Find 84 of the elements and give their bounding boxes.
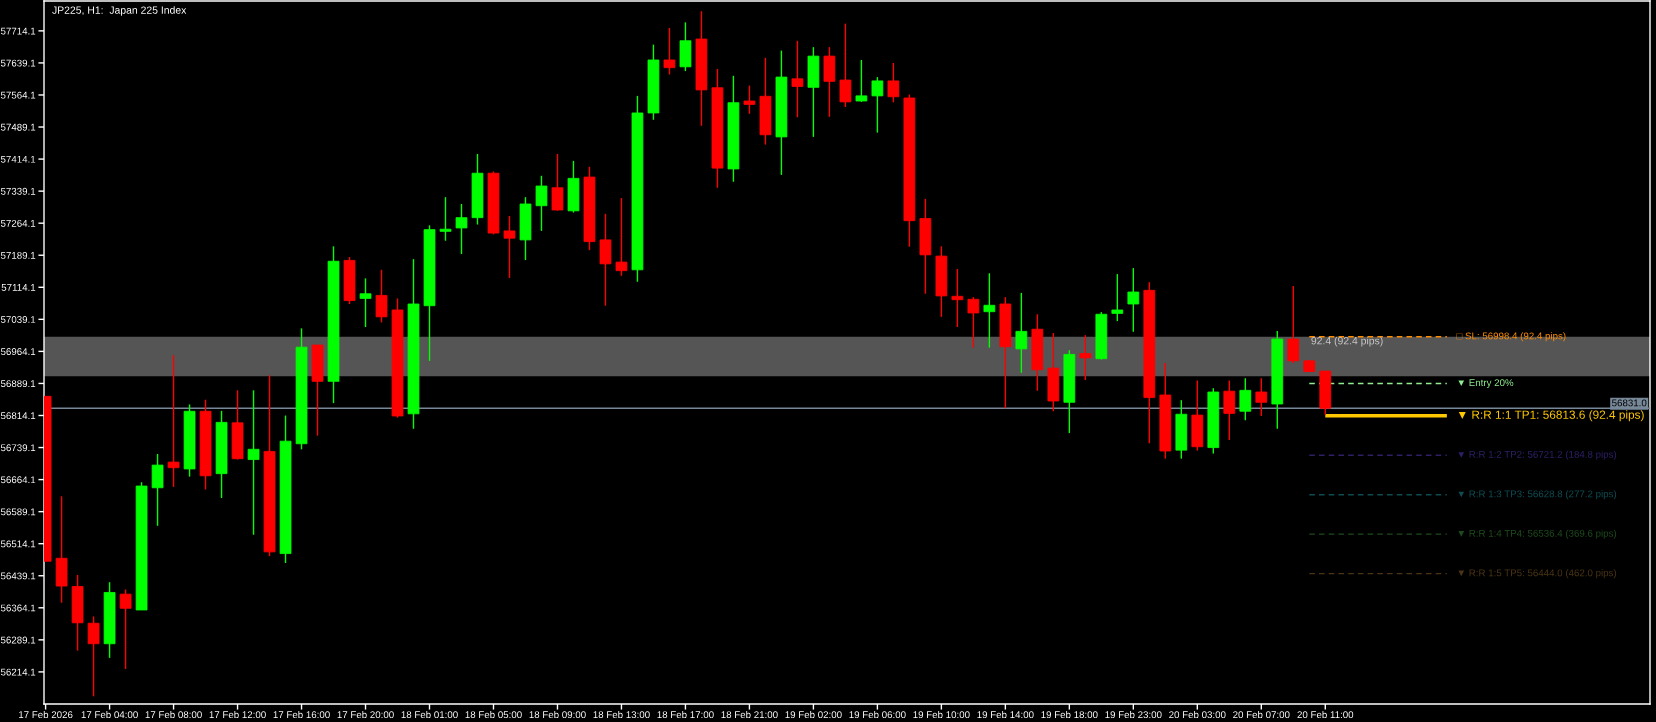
ref-line-label: 56831.0 (1612, 399, 1647, 407)
candlestick (599, 213, 612, 307)
y-tick-label: 56889.1 (0, 380, 36, 388)
ref-line-label: ▼ R:R 1:2 TP2: 56721.2 (184.8 pips) (1458, 450, 1617, 460)
ref-line-label: ▼ R:R 1:3 TP3: 56628.8 (277.2 pips) (1458, 490, 1617, 500)
y-tick-label: 56589.1 (0, 508, 36, 516)
candlestick (791, 40, 804, 118)
x-tick-label: 17 Feb 2026 (19, 710, 73, 719)
candlestick (1079, 334, 1092, 381)
candlestick (359, 277, 372, 328)
y-tick-label: 57489.1 (0, 123, 36, 131)
candlestick (503, 215, 516, 279)
y-tick-label: 57714.1 (0, 27, 36, 35)
ref-line-label: ▼ R:R 1:5 TP5: 56444.0 (462.0 pips) (1458, 569, 1617, 579)
ref-line-label: ▼ R:R 1:1 TP1: 56813.6 (92.4 pips) (1458, 410, 1644, 422)
candlestick (839, 22, 852, 108)
x-tick-label: 19 Feb 18:00 (1041, 710, 1098, 719)
y-tick-label: 57339.1 (0, 187, 36, 195)
y-tick-label: 56664.1 (0, 476, 36, 484)
candlestick (439, 196, 452, 242)
candlestick (967, 296, 980, 349)
y-tick-label: 56439.1 (0, 572, 36, 580)
x-tick-label: 19 Feb 23:00 (1105, 710, 1162, 719)
x-tick-label: 17 Feb 04:00 (81, 710, 138, 719)
x-tick-label: 19 Feb 14:00 (977, 710, 1034, 719)
x-tick-label: 18 Feb 13:00 (593, 710, 650, 719)
candlestick (119, 588, 132, 670)
ref-line-label: ▼ R:R 1:4 TP4: 56536.4 (369.6 pips) (1458, 529, 1617, 539)
candlestick (1127, 267, 1140, 333)
x-tick-label: 17 Feb 08:00 (145, 710, 202, 719)
y-tick-label: 56964.1 (0, 348, 36, 356)
candlestick (887, 62, 900, 103)
candlestick (855, 59, 868, 103)
x-tick-label: 19 Feb 02:00 (785, 710, 842, 719)
y-tick-label: 57189.1 (0, 251, 36, 259)
candlestick (615, 197, 628, 277)
y-tick-label: 57114.1 (1, 284, 36, 291)
candlestick (455, 203, 468, 255)
candlestick (151, 453, 164, 527)
y-tick-label: 57564.1 (0, 91, 36, 99)
y-tick-label: 56289.1 (0, 636, 36, 644)
y-tick-label: 56514.1 (0, 540, 36, 548)
ref-line-label: ▼ Entry 20% (1458, 379, 1514, 389)
candlestick (1255, 377, 1268, 417)
candlestick (1239, 377, 1252, 421)
ref-line-label: □ SL: 56998.4 (92.4 pips) (1456, 332, 1566, 342)
x-tick-label: 18 Feb 21:00 (721, 710, 778, 719)
candlestick (87, 615, 100, 698)
x-tick-label: 19 Feb 06:00 (849, 710, 906, 719)
candlestick (551, 153, 564, 212)
y-tick-label: 57039.1 (0, 316, 36, 323)
candlestick (247, 389, 260, 536)
x-tick-label: 18 Feb 09:00 (529, 710, 586, 719)
candlestick (1111, 273, 1124, 322)
x-tick-label: 17 Feb 12:00 (209, 710, 266, 719)
candlestick (951, 268, 964, 328)
x-tick-label: 18 Feb 01:00 (401, 710, 458, 719)
chart-title: JP225, H1: Japan 225 Index (52, 6, 187, 16)
x-tick-label: 20 Feb 03:00 (1169, 710, 1226, 719)
x-tick-label: 20 Feb 11:00 (1297, 710, 1354, 719)
y-tick-label: 56814.1 (0, 412, 36, 420)
y-tick-label: 57639.1 (0, 59, 36, 67)
candlestick (871, 76, 884, 134)
candlestick (743, 84, 756, 115)
candlestick (535, 175, 548, 232)
x-tick-label: 20 Feb 07:00 (1233, 710, 1290, 719)
candlestick (663, 27, 676, 76)
x-tick-label: 18 Feb 05:00 (465, 710, 522, 719)
y-tick-label: 57264.1 (0, 219, 36, 227)
x-tick-label: 17 Feb 20:00 (337, 710, 394, 719)
y-tick-label: 57414.1 (0, 155, 36, 163)
x-tick-label: 19 Feb 10:00 (913, 710, 970, 719)
band-label: 92.4 (92.4 pips) (1311, 336, 1383, 347)
y-tick-label: 56739.1 (0, 444, 36, 452)
y-tick-label: 56364.1 (0, 604, 36, 612)
candlestick (1287, 285, 1300, 364)
candlestick (167, 354, 180, 488)
candlestick (375, 269, 388, 324)
y-tick-label: 56214.1 (0, 668, 36, 676)
x-tick-label: 17 Feb 16:00 (273, 710, 330, 719)
candlestick (983, 272, 996, 349)
candlestick (1223, 379, 1236, 441)
candlestick (1015, 292, 1028, 374)
x-tick-label: 18 Feb 17:00 (657, 710, 714, 719)
